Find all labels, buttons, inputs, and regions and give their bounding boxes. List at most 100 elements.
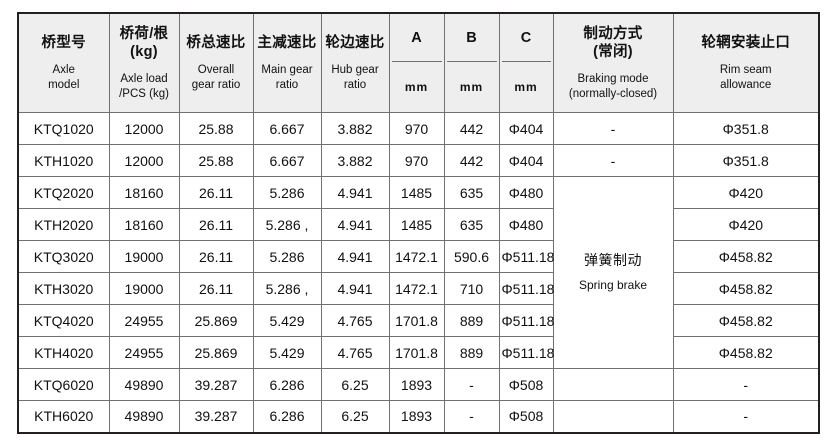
- table-body: KTQ1020 12000 25.88 6.667 3.882 970 442 Φ404- Φ3…: [17, 112, 820, 433]
- cell-main-ratio: 5.429: [252, 304, 322, 337]
- cell-b: 635: [443, 176, 500, 209]
- cell-c: Φ511.18: [498, 336, 554, 369]
- header-cell-dimension-b: B mm: [443, 12, 500, 113]
- header-cell-hub-gear-ratio: 轮边速比 Hub gear ratio: [320, 12, 390, 113]
- braking-mode-en: Spring brake: [578, 278, 648, 293]
- header-cell-overall-gear-ratio: 桥总速比 Overall gear ratio: [178, 12, 254, 113]
- cell-main-ratio: 5.286 ,: [252, 272, 322, 305]
- table-row: KTQ1020 12000 25.88 6.667 3.882 970 442 Φ404- Φ3…: [17, 112, 820, 145]
- header-en-rim-seam-allowance: Rim seam allowance: [719, 64, 772, 91]
- table-row: KTH2020 18160 26.11 5.286 , 4.941 1485 635 Φ480…: [17, 208, 820, 241]
- cell-hub-ratio: 4.941: [320, 208, 390, 241]
- cell-a: 970: [388, 144, 445, 177]
- cell-total-ratio: 39.287: [178, 368, 254, 401]
- cell-total-ratio: 26.11: [178, 176, 254, 209]
- header-cell-rim-seam-allowance: 轮辋安装止口 Rim seam allowance: [672, 12, 820, 113]
- cell-hub-ratio: 4.765: [320, 336, 390, 369]
- cell-model: KTH2020: [17, 208, 110, 241]
- cell-braking-mode: -: [552, 144, 674, 177]
- cell-main-ratio: 6.667: [252, 144, 322, 177]
- cell-hub-ratio: 4.941: [320, 240, 390, 273]
- cell-b: 710: [443, 272, 500, 305]
- header-cell-braking-mode: 制动方式 (常闭) Braking mode (normally-closed): [552, 12, 674, 113]
- table-row: KTH6020 49890 39.287 6.286 6.25 1893- Φ508-: [17, 400, 820, 433]
- header-cn-braking-mode: 制动方式 (常闭): [583, 26, 643, 61]
- header-unit-dimension-c: mm: [514, 80, 538, 94]
- header-en-braking-mode: Braking mode (normally-closed): [568, 73, 658, 100]
- cell-rim-seam-allowance: Φ458.82: [672, 304, 820, 337]
- cell-braking-mode: [552, 368, 674, 401]
- header-en-main-gear-ratio: Main gear ratio: [261, 64, 313, 91]
- header-cell-axle-model: 桥型号 Axle model: [17, 12, 110, 113]
- cell-c: Φ511.18: [498, 272, 554, 305]
- cell-main-ratio: 5.286: [252, 240, 322, 273]
- cell-total-ratio: 25.869: [178, 336, 254, 369]
- cell-main-ratio: 6.286: [252, 400, 322, 433]
- table-row: KTQ6020 49890 39.287 6.286 6.25 1893- Φ508-: [17, 368, 820, 401]
- cell-total-ratio: 26.11: [178, 208, 254, 241]
- cell-load: 12000: [108, 144, 180, 177]
- table-row: KTQ3020 19000 26.11 5.286 4.941 1472.1 590.6 Φ5…: [17, 240, 820, 273]
- cell-model: KTH6020: [17, 400, 110, 433]
- cell-b: 590.6: [443, 240, 500, 273]
- cell-load: 24955: [108, 336, 180, 369]
- cell-rim-seam-allowance: -: [672, 368, 820, 401]
- header-label-dimension-b: B: [446, 14, 497, 62]
- cell-main-ratio: 5.286: [252, 176, 322, 209]
- cell-a: 1701.8: [388, 304, 445, 337]
- cell-c: Φ404: [498, 144, 554, 177]
- cell-hub-ratio: 3.882: [320, 144, 390, 177]
- cell-rim-seam-allowance: Φ351.8: [672, 112, 820, 145]
- cell-c: Φ404: [498, 112, 554, 145]
- header-unit-dimension-a: mm: [404, 80, 429, 94]
- cell-a: 1485: [388, 208, 445, 241]
- cell-a: 1701.8: [388, 336, 445, 369]
- cell-load: 12000: [108, 112, 180, 145]
- cell-b: -: [443, 400, 500, 433]
- header-cn-hub-gear-ratio: 轮边速比: [325, 35, 385, 52]
- header-label-dimension-c: C: [501, 14, 551, 62]
- cell-b: -: [443, 368, 500, 401]
- table-row: KTH1020 12000 25.88 6.667 3.882 970 442 Φ404- Φ3…: [17, 144, 820, 177]
- cell-b: 442: [443, 144, 500, 177]
- cell-main-ratio: 5.429: [252, 336, 322, 369]
- header-cn-axle-load: 桥荷/根 (kg): [119, 26, 169, 61]
- cell-model: KTQ1020: [17, 112, 110, 145]
- header-unit-dimension-b: mm: [459, 80, 484, 94]
- header-row: 桥型号 Axle model 桥荷/根 (kg): [17, 12, 820, 113]
- header-en-axle-load: Axle load /PCS (kg): [119, 73, 169, 100]
- header-cn-rim-seam-allowance: 轮辋安装止口: [701, 35, 791, 52]
- cell-c: Φ511.18: [498, 304, 554, 337]
- cell-load: 19000: [108, 240, 180, 273]
- cell-load: 49890: [108, 368, 180, 401]
- header-en-axle-model: Axle model: [48, 64, 80, 91]
- cell-c: Φ508: [498, 400, 554, 433]
- header-cell-dimension-c: C mm: [498, 12, 554, 113]
- cell-model: KTH4020: [17, 336, 110, 369]
- cell-load: 18160: [108, 176, 180, 209]
- cell-b: 442: [443, 112, 500, 145]
- cell-load: 49890: [108, 400, 180, 433]
- cell-braking-mode-merged: 弹簧制动 Spring brake: [552, 176, 674, 369]
- cell-rim-seam-allowance: Φ458.82: [672, 336, 820, 369]
- cell-hub-ratio: 4.765: [320, 304, 390, 337]
- axle-specification-table: 桥型号 Axle model 桥荷/根 (kg): [17, 12, 820, 434]
- header-cell-dimension-a: A mm: [388, 12, 445, 113]
- cell-b: 635: [443, 208, 500, 241]
- header-cell-axle-load: 桥荷/根 (kg) Axle load /PCS (kg): [108, 12, 180, 113]
- header-cn-overall-gear-ratio: 桥总速比: [186, 35, 246, 52]
- cell-model: KTQ2020: [17, 176, 110, 209]
- cell-total-ratio: 39.287: [178, 400, 254, 433]
- cell-a: 1893: [388, 400, 445, 433]
- header-cell-main-gear-ratio: 主减速比 Main gear ratio: [252, 12, 322, 113]
- cell-rim-seam-allowance: -: [672, 400, 820, 433]
- cell-rim-seam-allowance: Φ420: [672, 208, 820, 241]
- cell-a: 970: [388, 112, 445, 145]
- cell-total-ratio: 26.11: [178, 240, 254, 273]
- cell-load: 18160: [108, 208, 180, 241]
- cell-model: KTH1020: [17, 144, 110, 177]
- cell-main-ratio: 6.667: [252, 112, 322, 145]
- table-row: KTQ4020 24955 25.869 5.429 4.765 1701.8 889 Φ51…: [17, 304, 820, 337]
- cell-b: 889: [443, 304, 500, 337]
- cell-c: Φ480: [498, 208, 554, 241]
